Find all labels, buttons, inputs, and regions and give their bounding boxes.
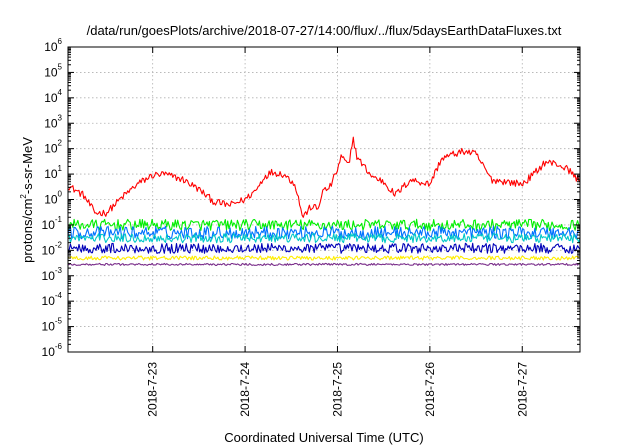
y-tick-base: 10 [44, 142, 58, 156]
axis-ticks [68, 46, 580, 353]
series-line-0 [67, 136, 581, 218]
y-tick-label: 105 [44, 62, 62, 79]
y-tick-base: 10 [44, 65, 58, 79]
y-tick-exponent: 4 [58, 88, 63, 97]
y-tick-base: 10 [42, 243, 56, 257]
y-tick-label: 10-5 [42, 317, 63, 334]
series-group [67, 136, 581, 266]
y-tick-label: 106 [44, 37, 62, 54]
series-line-1 [67, 218, 581, 232]
y-tick-labels: 10-610-510-410-310-210-11001011021031041… [42, 37, 63, 359]
y-tick-exponent: -1 [55, 215, 63, 224]
y-tick-exponent: 3 [58, 113, 63, 122]
x-tick-label: 2018-7-27 [515, 362, 529, 417]
y-axis-label-suffix: -s-sr-MeV [20, 137, 35, 194]
y-tick-base: 10 [44, 116, 58, 130]
y-tick-label: 10-6 [42, 342, 63, 359]
y-tick-base: 10 [44, 40, 58, 54]
grid [68, 47, 580, 352]
y-tick-exponent: 5 [58, 62, 63, 71]
x-tick-label: 2018-7-25 [330, 362, 344, 417]
y-tick-label: 101 [44, 164, 62, 181]
series-line-4 [67, 242, 581, 254]
y-axis-label: protons/cm2-s-sr-MeV [19, 137, 35, 263]
y-tick-label: 104 [44, 88, 62, 105]
y-tick-exponent: -6 [55, 342, 63, 351]
y-tick-base: 10 [44, 167, 58, 181]
x-tick-label: 2018-7-24 [238, 362, 252, 417]
y-tick-base: 10 [42, 218, 56, 232]
x-tick-label: 2018-7-23 [146, 362, 160, 417]
y-tick-label: 103 [44, 113, 62, 130]
y-tick-base: 10 [42, 345, 56, 359]
series-line-2 [67, 225, 581, 240]
y-tick-label: 10-2 [42, 240, 63, 257]
y-axis-label-prefix: protons/cm [20, 199, 35, 263]
y-tick-exponent: 1 [58, 164, 63, 173]
y-tick-exponent: 0 [58, 190, 63, 199]
y-tick-label: 10-3 [42, 266, 63, 283]
x-tick-label: 2018-7-26 [423, 362, 437, 417]
y-tick-base: 10 [42, 269, 56, 283]
y-tick-exponent: -2 [55, 240, 63, 249]
y-tick-base: 10 [42, 294, 56, 308]
y-tick-label: 100 [44, 190, 62, 207]
y-tick-base: 10 [42, 320, 56, 334]
y-tick-label: 102 [44, 139, 62, 156]
chart-title: /data/run/goesPlots/archive/2018-07-27/1… [87, 23, 562, 38]
y-tick-base: 10 [44, 193, 58, 207]
y-tick-label: 10-4 [42, 291, 63, 308]
y-tick-exponent: 2 [58, 139, 63, 148]
y-tick-exponent: -3 [55, 266, 63, 275]
x-tick-labels: 2018-7-23 2018-7-24 2018-7-25 2018-7-26 2018… [146, 362, 530, 417]
series-line-6 [67, 262, 581, 266]
series-line-3 [67, 233, 581, 244]
y-tick-base: 10 [44, 91, 58, 105]
y-tick-exponent: 6 [58, 37, 63, 46]
x-axis-label: Coordinated Universal Time (UTC) [224, 430, 423, 445]
series-line-5 [67, 255, 580, 261]
y-tick-exponent: -4 [55, 291, 63, 300]
y-tick-exponent: -5 [55, 317, 63, 326]
y-axis-label-exponent: 2 [19, 194, 28, 199]
y-tick-label: 10-1 [42, 215, 63, 232]
